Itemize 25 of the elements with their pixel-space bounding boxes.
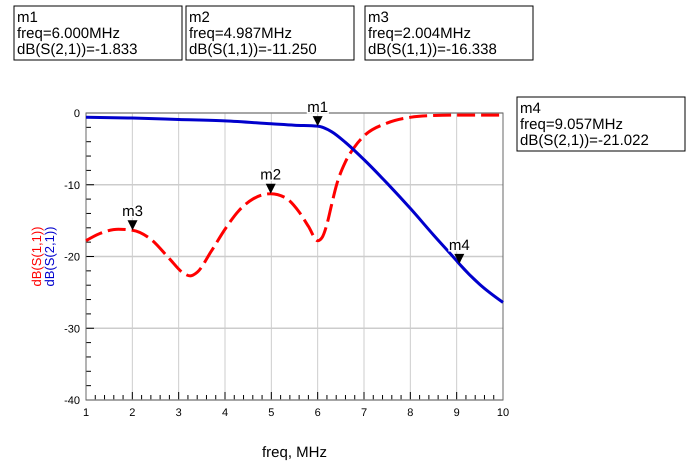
x-tick-label: 8 [407,407,414,419]
annotation: m1 [307,99,328,116]
y-tick-label: -10 [64,180,80,192]
x-tick-label: 9 [454,407,460,419]
annotation: m3 [122,203,143,220]
x-axis-title: freq, MHz [262,444,328,461]
annotation: m4 [448,236,470,254]
y-tick-label: -30 [64,323,80,336]
x-tick-label: 2 [129,407,136,419]
x-tick-label: 10 [496,407,510,419]
annotation: m2 [260,166,282,184]
x-tick-label: 6 [314,407,321,419]
x-tick-label: 7 [360,407,368,419]
y-tick-label: -40 [64,395,80,407]
x-tick-label: 5 [268,407,274,419]
text: m3 freq=2.004MHz dB(S(1,1))=-16.338 [368,9,497,58]
x-tick-label: 3 [176,407,182,419]
text: m1 freq=6.000MHz dB(S(2,1))=-1.833 [17,9,138,58]
text: m2 freq=4.987MHz dB(S(1,1))=-11.250 [189,9,317,58]
y-tick-label: 0 [74,108,80,120]
x-tick-label: 4 [222,407,228,419]
text: m4 freq=9.057MHz dB(S(2,1))=-21.022 [520,100,649,149]
x-tick-label: 1 [82,407,90,419]
text: dB(S(1,1)) [29,226,44,286]
y-tick-label: -20 [64,252,80,264]
